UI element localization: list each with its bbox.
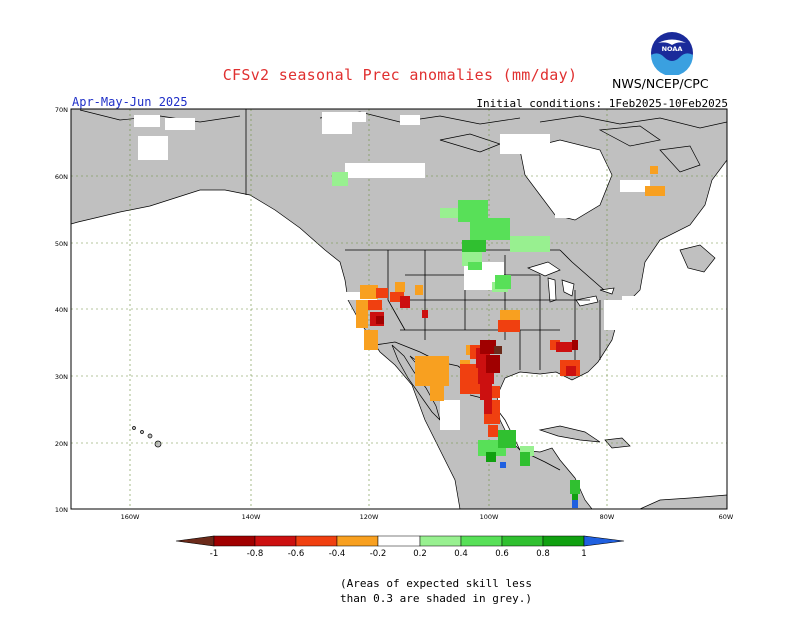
great-lakes [527, 261, 615, 307]
lat-label: 50N [55, 240, 68, 248]
negative-1-cells [494, 346, 502, 354]
colorbar-label: 1 [581, 549, 586, 559]
lon-label: 100W [480, 513, 499, 521]
lon-label: 140W [242, 513, 261, 521]
colorbar-label: 0.4 [454, 549, 468, 559]
positive-0-8-cells [486, 452, 578, 500]
anomaly-cells [134, 112, 665, 508]
cuba [538, 425, 601, 443]
positive-1-cells [500, 462, 578, 508]
noaa-logo-text: NOAA [662, 45, 683, 53]
colorbar-cell [377, 535, 421, 547]
colorbar-label: -1 [210, 549, 218, 559]
lat-label: 20N [55, 440, 68, 448]
colorbar-cell [460, 535, 503, 547]
forecast-period: Apr-May-Jun 2025 [72, 95, 188, 109]
noaa-logo: NOAA [651, 32, 693, 75]
colorbar-cell [419, 535, 462, 547]
colorbar-label: -0.2 [370, 549, 387, 559]
colorbar-cell [336, 535, 379, 547]
hudson-bay [519, 139, 613, 221]
colorbar-label: 0.2 [413, 549, 427, 559]
map-title: CFSv2 seasonal Prec anomalies (mm/day) [222, 66, 578, 84]
lat-label: 10N [55, 506, 68, 514]
lon-label: 160W [121, 513, 140, 521]
colorbar-label: -0.8 [247, 549, 264, 559]
colorbar-label: 0.8 [536, 549, 550, 559]
colorbar-high-arrow [583, 535, 625, 547]
longitude-labels: 160W 140W 120W 100W 80W 60W [121, 513, 734, 521]
skill-note-line-1: (Areas of expected skill less [339, 577, 533, 590]
initial-conditions: Initial conditions: 1Feb2025-10Feb2025 [476, 97, 728, 110]
lat-label: 70N [55, 106, 68, 114]
lat-label: 40N [55, 306, 68, 314]
colorbar-cell [501, 535, 544, 547]
latitude-labels: 70N 60N 50N 40N 30N 20N 10N [55, 106, 68, 514]
skill-note-line-2: than 0.3 are shaded in grey.) [339, 592, 533, 605]
lat-label: 30N [55, 373, 68, 381]
lon-label: 60W [719, 513, 734, 521]
colorbar-label: -0.6 [288, 549, 305, 559]
colorbar-label: 0.6 [495, 549, 509, 559]
colorbar-cell [542, 535, 585, 547]
negative-0-8-cells [376, 316, 578, 373]
south-america [639, 494, 727, 509]
colorbar-cell [213, 535, 256, 547]
colorbar-labels: -1 -0.8 -0.6 -0.4 -0.2 0.2 0.4 0.6 0.8 1 [210, 549, 587, 559]
colorbar-cell [295, 535, 338, 547]
skill-note: (Areas of expected skill less than 0.3 a… [0, 576, 800, 606]
color-legend-bar [175, 535, 625, 547]
near-zero-cells [134, 112, 650, 430]
colorbar-label: -0.4 [329, 549, 346, 559]
positive-0-6-cells [462, 240, 580, 494]
colorbar-cell [254, 535, 297, 547]
lat-label: 60N [55, 173, 68, 181]
hawaii-islands [132, 426, 162, 448]
colorbar-low-arrow [175, 535, 215, 547]
map-frame [70, 108, 728, 510]
newfoundland [679, 244, 716, 273]
lon-label: 120W [360, 513, 379, 521]
agency-label: NWS/NCEP/CPC [612, 76, 709, 91]
lon-label: 80W [600, 513, 615, 521]
